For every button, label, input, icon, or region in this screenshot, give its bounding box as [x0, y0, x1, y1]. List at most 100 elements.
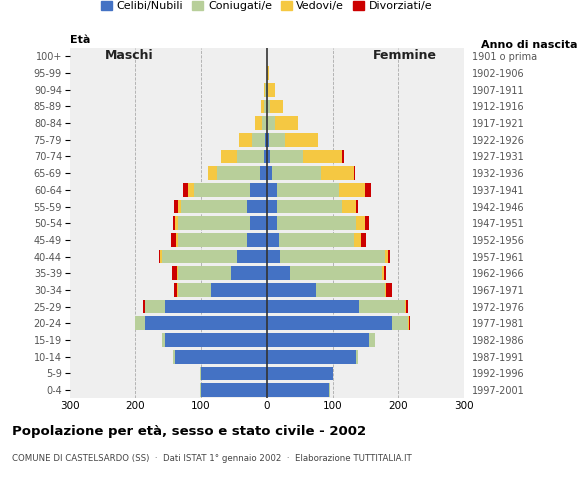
Legend: Celibi/Nubili, Coniugati/e, Vedovi/e, Divorziati/e: Celibi/Nubili, Coniugati/e, Vedovi/e, Di…	[102, 1, 432, 11]
Bar	[267, 266, 290, 280]
Bar	[272, 166, 321, 180]
Bar	[389, 250, 390, 264]
Bar	[264, 99, 267, 113]
Bar	[188, 183, 194, 197]
Bar	[268, 83, 275, 96]
Text: Femmine: Femmine	[373, 49, 437, 62]
Bar	[267, 183, 277, 197]
Bar	[177, 283, 178, 297]
Text: Maschi: Maschi	[104, 49, 153, 62]
Bar	[174, 283, 177, 297]
Bar	[384, 266, 386, 280]
Text: Anno di nascita: Anno di nascita	[481, 40, 577, 50]
Bar	[267, 250, 280, 264]
Bar	[267, 200, 277, 213]
Bar	[175, 350, 267, 363]
Bar	[385, 250, 389, 264]
Bar	[182, 200, 247, 213]
Bar	[405, 300, 406, 313]
Bar	[277, 216, 356, 230]
Bar	[385, 283, 386, 297]
Bar	[173, 216, 175, 230]
Bar	[269, 133, 285, 146]
Bar	[267, 233, 278, 247]
Bar	[221, 150, 237, 163]
Bar	[171, 233, 176, 247]
Bar	[361, 233, 366, 247]
Bar	[354, 166, 355, 180]
Bar	[267, 367, 332, 380]
Bar	[178, 216, 251, 230]
Bar	[145, 316, 267, 330]
Bar	[237, 250, 267, 264]
Bar	[267, 283, 316, 297]
Bar	[175, 216, 178, 230]
Bar	[218, 166, 260, 180]
Bar	[356, 200, 357, 213]
Bar	[267, 383, 329, 397]
Bar	[267, 83, 268, 96]
Bar	[260, 166, 267, 180]
Bar	[354, 233, 361, 247]
Text: COMUNE DI CASTELSARDO (SS)  ·  Dati ISTAT 1° gennaio 2002  ·  Elaborazione TUTTI: COMUNE DI CASTELSARDO (SS) · Dati ISTAT …	[12, 454, 411, 463]
Bar	[263, 150, 267, 163]
Bar	[238, 133, 252, 146]
Bar	[339, 183, 365, 197]
Bar	[303, 150, 342, 163]
Bar	[356, 216, 365, 230]
Bar	[267, 116, 275, 130]
Bar	[172, 266, 177, 280]
Bar	[177, 266, 178, 280]
Bar	[162, 333, 165, 347]
Bar	[201, 367, 267, 380]
Bar	[159, 250, 160, 264]
Bar	[247, 233, 267, 247]
Bar	[329, 383, 330, 397]
Bar	[261, 99, 264, 113]
Bar	[342, 150, 344, 163]
Bar	[359, 300, 405, 313]
Bar	[321, 166, 354, 180]
Bar	[408, 316, 409, 330]
Bar	[178, 283, 211, 297]
Bar	[251, 183, 267, 197]
Bar	[264, 83, 266, 96]
Bar	[162, 250, 237, 264]
Bar	[270, 150, 303, 163]
Bar	[267, 166, 272, 180]
Bar	[267, 133, 269, 146]
Bar	[406, 300, 408, 313]
Bar	[392, 316, 408, 330]
Bar	[267, 350, 356, 363]
Bar	[267, 99, 270, 113]
Bar	[382, 266, 384, 280]
Bar	[277, 200, 342, 213]
Bar	[275, 116, 298, 130]
Bar	[252, 133, 265, 146]
Bar	[178, 233, 247, 247]
Bar	[135, 316, 145, 330]
Bar	[280, 250, 385, 264]
Bar	[266, 83, 267, 96]
Bar	[176, 233, 178, 247]
Bar	[277, 183, 339, 197]
Text: Popolazione per età, sesso e stato civile - 2002: Popolazione per età, sesso e stato civil…	[12, 425, 366, 438]
Bar	[332, 367, 333, 380]
Bar	[386, 283, 392, 297]
Bar	[208, 166, 218, 180]
Bar	[231, 266, 267, 280]
Bar	[183, 183, 188, 197]
Bar	[369, 333, 375, 347]
Bar	[267, 300, 359, 313]
Bar	[173, 350, 175, 363]
Bar	[267, 333, 369, 347]
Bar	[290, 266, 382, 280]
Bar	[160, 250, 162, 264]
Bar	[143, 300, 144, 313]
Bar	[247, 200, 267, 213]
Bar	[267, 216, 277, 230]
Bar	[237, 150, 263, 163]
Bar	[365, 183, 371, 197]
Bar	[265, 133, 267, 146]
Bar	[178, 266, 231, 280]
